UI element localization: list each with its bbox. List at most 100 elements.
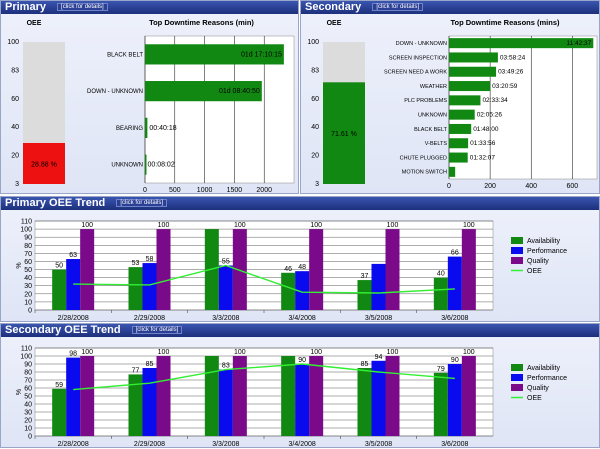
secondary-downtime-bar xyxy=(449,38,594,49)
secondary-trend-data-label: 100 xyxy=(310,349,322,356)
secondary-trend-data-label: 98 xyxy=(69,351,77,358)
secondary-trend-plot xyxy=(34,347,494,437)
primary-oee-ytick: 3 xyxy=(15,181,19,188)
secondary-downtime-xtick: 0 xyxy=(447,183,451,190)
primary-trend-xtick: 3/6/2008 xyxy=(441,315,468,322)
secondary-downtime-bar xyxy=(449,138,469,149)
primary-trend-bar-performance xyxy=(295,271,310,310)
primary-trend-bar-quality xyxy=(156,229,171,310)
primary-trend-data-label: 53 xyxy=(132,260,140,267)
primary-trend-data-label: 63 xyxy=(69,252,77,259)
primary-downtime-xtick: 0 xyxy=(143,187,147,194)
secondary-trend-bar-performance xyxy=(295,364,310,436)
primary-oee-ytick: 100 xyxy=(7,39,19,46)
secondary-oee-ytick: 60 xyxy=(311,96,319,103)
secondary-downtime-bar xyxy=(449,152,468,163)
secondary-trend-ytick: 90 xyxy=(24,362,32,369)
secondary-trend-details-link[interactable]: [click for details] xyxy=(131,326,183,334)
primary-trend-data-label: 55 xyxy=(222,259,230,266)
secondary-trend-bar-quality xyxy=(156,356,171,436)
secondary-trend-data-label: 100 xyxy=(463,349,475,356)
secondary-oee-ytick: 40 xyxy=(311,124,319,131)
primary-trend-ytick: 0 xyxy=(28,308,32,315)
secondary-trend-ylabel: % xyxy=(16,389,23,395)
primary-trend-bar-quality xyxy=(385,229,400,310)
secondary-downtime-category: SCREEN INSPECTION xyxy=(389,55,447,61)
secondary-downtime-chart: Top Downtime Reasons (mins) 0 200 400 600 DOW… xyxy=(384,18,598,190)
primary-trend-ylabel: % xyxy=(16,262,23,268)
secondary-downtime-bar xyxy=(449,52,498,63)
secondary-details-link[interactable]: [click for details] xyxy=(372,3,423,11)
secondary-trend-ytick: 40 xyxy=(24,402,32,409)
primary-trend-xtick: 2/29/2008 xyxy=(134,315,165,322)
secondary-oee-ytick: 20 xyxy=(311,153,319,160)
secondary-trend-data-label: 100 xyxy=(234,349,246,356)
secondary-trend-bar-performance xyxy=(66,357,81,436)
primary-trend-xtick: 3/3/2008 xyxy=(212,315,239,322)
primary-trend-xtick: 3/5/2008 xyxy=(365,315,392,322)
secondary-trend-bar-performance xyxy=(218,369,233,436)
primary-trend-bar-performance xyxy=(218,265,233,310)
secondary-downtime-label: 03:58:24 xyxy=(500,54,526,61)
secondary-trend-bar-performance xyxy=(142,368,157,436)
secondary-oee-fill xyxy=(323,82,365,184)
primary-trend-bar-availability xyxy=(281,272,296,310)
primary-oee-fill xyxy=(23,142,65,184)
secondary-legend-label: OEE xyxy=(527,395,542,402)
primary-trend-data-label: 58 xyxy=(146,256,154,263)
primary-downtime-bar xyxy=(145,154,147,175)
primary-trend-details-link[interactable]: [click for details] xyxy=(116,199,168,207)
secondary-trend-ytick: 10 xyxy=(24,426,32,433)
primary-trend-ytick: 60 xyxy=(24,259,32,266)
secondary-trend-ytick: 80 xyxy=(24,370,32,377)
secondary-trend-ytick: 100 xyxy=(20,354,32,361)
primary-legend-swatch-availability xyxy=(511,237,523,244)
secondary-trend-bar-availability xyxy=(433,372,448,436)
primary-trend-bar-quality xyxy=(461,229,476,310)
secondary-downtime-bar xyxy=(449,66,497,77)
secondary-trend-data-label: 77 xyxy=(132,367,140,374)
secondary-trend-data-label: 59 xyxy=(55,382,63,389)
secondary-downtime-label: 03:20:59 xyxy=(492,83,518,90)
secondary-legend-label: Performance xyxy=(527,375,567,382)
secondary-downtime-label: 03:49:26 xyxy=(498,69,524,76)
primary-trend-ytick: 70 xyxy=(24,251,32,258)
secondary-trend-data-label: 100 xyxy=(387,349,399,356)
secondary-downtime-label: 02:33:34 xyxy=(482,97,508,104)
secondary-downtime-bar xyxy=(449,95,481,106)
secondary-trend-xtick: 3/5/2008 xyxy=(365,441,392,448)
primary-trend-title: Primary OEE Trend xyxy=(5,197,106,209)
secondary-trend-xtick: 2/28/2008 xyxy=(58,441,89,448)
secondary-downtime-category: SCREEN NEED A WORK xyxy=(384,70,447,76)
primary-legend-swatch-performance xyxy=(511,247,523,254)
primary-trend-bar-performance xyxy=(447,256,462,310)
primary-trend-data-label: 66 xyxy=(451,250,459,257)
secondary-downtime-title: Top Downtime Reasons (mins) xyxy=(450,18,560,27)
secondary-downtime-bar xyxy=(449,109,475,120)
primary-trend-ytick: 30 xyxy=(24,283,32,290)
primary-trend-ytick: 50 xyxy=(24,267,32,274)
primary-downtime-title: Top Downtime Reasons (min) xyxy=(149,18,254,27)
primary-trend-ytick: 100 xyxy=(20,227,32,234)
primary-details-link[interactable]: [click for details] xyxy=(57,3,108,11)
secondary-trend-bar-quality xyxy=(80,356,95,436)
secondary-header: Secondary [click for details] xyxy=(301,1,599,14)
secondary-trend-data-label: 100 xyxy=(158,349,170,356)
primary-downtime-bar xyxy=(145,117,148,138)
primary-oee-gauge: OEE 100 83 60 40 20 3 28.88 % xyxy=(7,20,65,188)
primary-legend-label: Quality xyxy=(527,258,549,265)
secondary-trend-bar-quality xyxy=(309,356,324,436)
primary-trend-bar-performance xyxy=(371,263,386,310)
secondary-trend-data-label: 83 xyxy=(222,363,230,370)
primary-trend-panel: Primary OEE Trend [click for details] 0 1… xyxy=(0,196,600,322)
primary-downtime-bar xyxy=(145,81,262,102)
secondary-legend-swatch-quality xyxy=(511,384,523,391)
secondary-title: Secondary xyxy=(305,1,362,13)
primary-oee-ytick: 20 xyxy=(11,153,19,160)
secondary-legend-swatch-performance xyxy=(511,374,523,381)
primary-downtime-bar xyxy=(145,44,284,65)
secondary-downtime-category: MOTION SWITCH xyxy=(402,170,447,176)
secondary-panel: Secondary [click for details] OEE 100 83 60… xyxy=(300,0,600,194)
secondary-oee-gauge: OEE 100 83 60 40 20 3 71.61 % xyxy=(307,20,365,188)
